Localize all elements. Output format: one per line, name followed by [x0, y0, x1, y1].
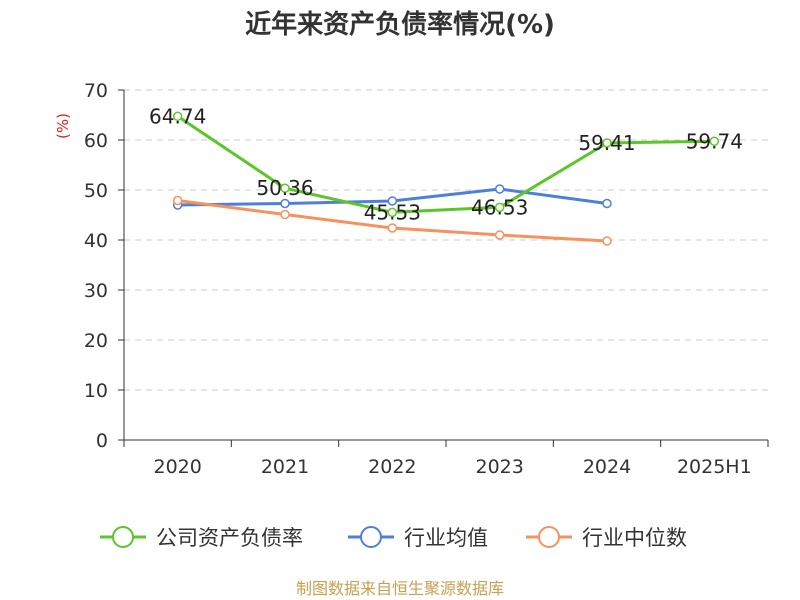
data-point	[602, 236, 612, 246]
data-label-layer: 64.74 50.36 45.53 46.53 59.41 59.74	[149, 104, 743, 224]
grid-layer	[124, 89, 768, 391]
legend-item: 公司资产负债率	[100, 526, 303, 550]
legend-marker	[360, 526, 382, 548]
legend-label: 行业均值	[404, 526, 488, 550]
data-label: 46.53	[471, 195, 528, 219]
source-text: 制图数据来自恒生聚源数据库	[296, 579, 504, 598]
y-tick-label: 30	[84, 280, 108, 302]
y-tick-label: 0	[96, 430, 108, 452]
data-point	[494, 184, 505, 194]
data-point	[280, 198, 290, 209]
data-point	[709, 136, 720, 147]
series-layer	[172, 111, 720, 246]
legend-label: 公司资产负债率	[156, 526, 303, 550]
data-point	[602, 138, 612, 148]
data-point	[387, 196, 398, 206]
data-label: 59.41	[578, 131, 635, 155]
y-tick-label: 50	[84, 180, 108, 202]
y-tick-label: 70	[84, 80, 108, 102]
legend: 公司资产负债率 行业均值 行业中位数	[100, 526, 687, 550]
y-tick-label: 20	[84, 330, 108, 352]
data-label: 50.36	[256, 176, 313, 200]
series-line	[176, 115, 715, 214]
data-label: 64.74	[149, 104, 206, 128]
data-point	[494, 230, 505, 240]
x-tick-label: 2022	[368, 456, 416, 478]
x-tick-label: 2024	[583, 456, 631, 478]
legend-item: 行业中位数	[526, 526, 687, 550]
data-point	[280, 183, 290, 193]
legend-label: 行业中位数	[582, 526, 687, 550]
y-axis-unit: (%)	[54, 113, 72, 139]
x-tick-label: 2020	[153, 456, 201, 478]
y-tick-label: 60	[84, 130, 108, 152]
data-point	[172, 111, 183, 122]
data-point	[387, 207, 398, 218]
data-point	[387, 223, 398, 233]
data-point	[602, 198, 612, 209]
x-tick-label: 2023	[475, 456, 523, 478]
axis-layer: 0 10 20 30 40 50 60 70 2020 2021 2022 2023 2024 2025H…	[84, 80, 769, 478]
legend-marker	[112, 526, 134, 548]
x-tick-label: 2021	[261, 456, 309, 478]
chart-title: 近年来资产负债率情况(%)	[245, 9, 555, 40]
legend-marker	[538, 526, 560, 548]
data-label: 45.53	[364, 200, 421, 224]
legend-item: 行业均值	[348, 526, 488, 550]
x-tick-label: 2025H1	[677, 456, 752, 478]
data-label: 59.74	[686, 129, 743, 153]
data-point	[280, 209, 290, 220]
y-tick-label: 40	[84, 230, 108, 252]
data-point	[494, 202, 505, 213]
data-point	[172, 195, 183, 206]
y-tick-label: 10	[84, 380, 108, 402]
